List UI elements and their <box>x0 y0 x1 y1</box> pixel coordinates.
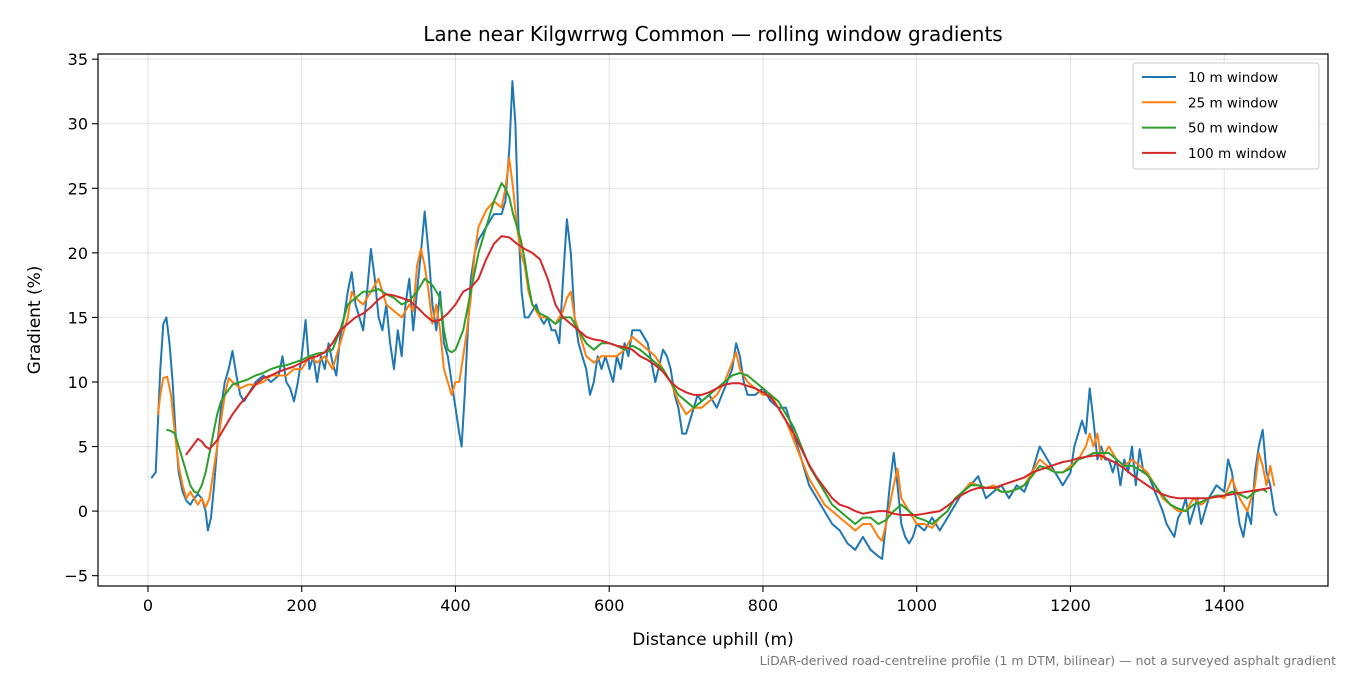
y-tick-label: −5 <box>64 567 88 586</box>
y-tick-label: 0 <box>78 502 88 521</box>
legend-label: 10 m window <box>1188 70 1278 86</box>
y-axis-label: Gradient (%) <box>25 266 45 375</box>
y-tick-label: 30 <box>68 115 88 134</box>
x-tick-label: 1400 <box>1204 596 1245 615</box>
y-tick-label: 35 <box>68 50 88 69</box>
x-tick-label: 400 <box>440 596 471 615</box>
x-tick-label: 1000 <box>896 596 937 615</box>
x-tick-label: 1200 <box>1050 596 1091 615</box>
legend-box <box>1132 62 1320 170</box>
x-tick-label: 0 <box>143 596 153 615</box>
y-tick-label: 10 <box>68 373 88 392</box>
series-line-4 <box>185 235 1272 516</box>
legend: 10 m window 25 m window 50 m window 100 m w… <box>1132 62 1320 170</box>
y-tick-label: 15 <box>68 308 88 327</box>
footnote: LiDAR-derived road-centreline profile (1… <box>760 653 1336 668</box>
plot-frame <box>97 53 1329 587</box>
y-tick-label: 5 <box>78 438 88 457</box>
x-axis-ticks: 0 200 400 600 800 1000 1200 1400 <box>143 586 1245 615</box>
y-tick-label: 20 <box>68 244 88 263</box>
legend-label: 100 m window <box>1188 146 1287 162</box>
y-axis-ticks: −5 0 5 10 15 20 25 30 35 <box>64 50 98 586</box>
y-tick-label: 25 <box>68 179 88 198</box>
x-axis-label: Distance uphill (m) <box>632 630 793 650</box>
legend-label: 25 m window <box>1188 95 1278 111</box>
legend-label: 50 m window <box>1188 121 1278 137</box>
chart-title: Lane near Kilgwrrwg Common — rolling win… <box>423 22 1002 46</box>
series-layer <box>150 80 1278 560</box>
x-tick-label: 600 <box>594 596 625 615</box>
x-tick-label: 200 <box>286 596 317 615</box>
x-tick-label: 800 <box>748 596 779 615</box>
